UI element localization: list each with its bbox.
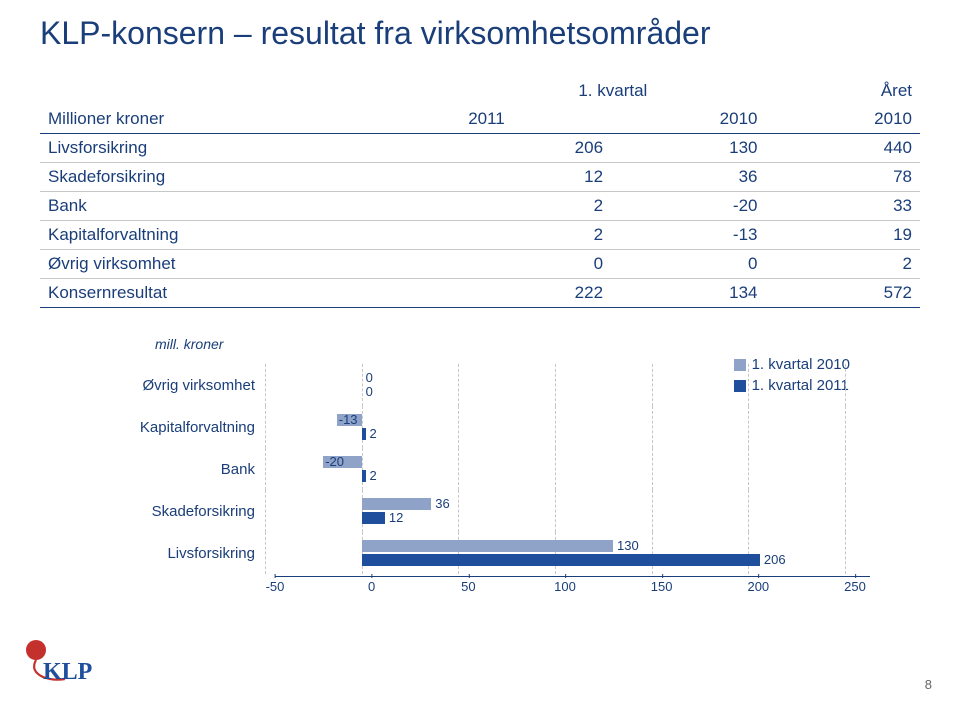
cell-2011: 0	[460, 250, 611, 279]
table-row: Kapitalforvaltning2-1319	[40, 221, 920, 250]
bar-row: Livsforsikring 130 206	[110, 532, 870, 574]
bar-row: Kapitalforvaltning -13 2	[110, 406, 870, 448]
bar-value-label: 130	[617, 540, 639, 552]
bar-segment	[362, 470, 366, 482]
table-row: Bank2-2033	[40, 192, 920, 221]
cell-aret: 33	[766, 192, 921, 221]
bar-plot: -13 2	[265, 406, 870, 448]
col-header-2010: 2010	[611, 105, 765, 134]
results-table: Millioner kroner 1. kvartal Året 2011 20…	[40, 77, 920, 308]
cell-2010: 130	[611, 134, 765, 163]
bar-value-label: 206	[764, 554, 786, 566]
bar-value-label: 12	[389, 512, 403, 524]
bar-plot: -20 2	[265, 448, 870, 490]
x-axis-tick: 200	[747, 579, 769, 594]
row-label: Skadeforsikring	[40, 163, 460, 192]
bar-segment	[362, 554, 760, 566]
bar-value-label: 0	[366, 372, 373, 384]
table-row: Livsforsikring206130440	[40, 134, 920, 163]
cell-aret: 572	[766, 279, 921, 308]
bar-category-label: Kapitalforvaltning	[110, 419, 265, 436]
col-header-rowlabel: Millioner kroner	[40, 77, 460, 134]
x-axis-tick: 250	[844, 579, 866, 594]
table-row: Konsernresultat222134572	[40, 279, 920, 308]
cell-2011: 222	[460, 279, 611, 308]
cell-2011: 2	[460, 221, 611, 250]
bar-plot: 00	[265, 364, 870, 406]
col-header-aret: Året	[766, 77, 921, 105]
bar-category-label: Skadeforsikring	[110, 503, 265, 520]
cell-aret: 440	[766, 134, 921, 163]
page-title: KLP-konsern – resultat fra virksomhetsom…	[40, 15, 920, 52]
bar-category-label: Øvrig virksomhet	[110, 377, 265, 394]
bar-plot: 36 12	[265, 490, 870, 532]
cell-2011: 12	[460, 163, 611, 192]
bar-category-label: Bank	[110, 461, 265, 478]
bar-value-label: -13	[339, 414, 358, 426]
table-row: Øvrig virksomhet002	[40, 250, 920, 279]
bar-value-label: 2	[370, 428, 377, 440]
bar-row: Bank -20 2	[110, 448, 870, 490]
klp-logo: KLP	[25, 639, 97, 692]
cell-2010: -13	[611, 221, 765, 250]
cell-2010: -20	[611, 192, 765, 221]
cell-2011: 2	[460, 192, 611, 221]
bar-segment	[362, 498, 432, 510]
row-label: Øvrig virksomhet	[40, 250, 460, 279]
x-axis-tick: 50	[461, 579, 475, 594]
bar-plot: 130 206	[265, 532, 870, 574]
x-axis-tick: 100	[554, 579, 576, 594]
cell-2010: 36	[611, 163, 765, 192]
bar-segment	[362, 540, 613, 552]
cell-aret: 19	[766, 221, 921, 250]
chart-plot-area: 1. kvartal 2010 1. kvartal 2011 Øvrig vi…	[110, 364, 870, 574]
cell-2010: 0	[611, 250, 765, 279]
bar-value-label: 2	[370, 470, 377, 482]
cell-2011: 206	[460, 134, 611, 163]
x-axis-tick: 0	[368, 579, 375, 594]
cell-aret: 2	[766, 250, 921, 279]
bar-row: Skadeforsikring 36 12	[110, 490, 870, 532]
bar-value-label: 0	[366, 386, 373, 398]
logo-text: KLP	[43, 659, 92, 685]
col-header-2011: 2011	[460, 105, 611, 134]
x-axis-tick: -50	[266, 579, 285, 594]
col-header-kvartal: 1. kvartal	[460, 77, 765, 105]
page-number: 8	[925, 677, 932, 692]
bar-segment	[362, 428, 366, 440]
cell-2010: 134	[611, 279, 765, 308]
table-row: Skadeforsikring123678	[40, 163, 920, 192]
chart-unit-label: mill. kroner	[155, 336, 870, 352]
bar-segment	[362, 512, 385, 524]
x-axis-tick: 150	[651, 579, 673, 594]
cell-aret: 78	[766, 163, 921, 192]
bar-category-label: Livsforsikring	[110, 545, 265, 562]
bar-value-label: 36	[435, 498, 449, 510]
col-header-aret-2010: 2010	[766, 105, 921, 134]
chart-section: mill. kroner 1. kvartal 2010 1. kvartal …	[110, 336, 870, 600]
row-label: Bank	[40, 192, 460, 221]
chart-x-axis: -50 0 50 100 150 200 250	[110, 576, 870, 600]
bar-row: Øvrig virksomhet00	[110, 364, 870, 406]
bar-value-label: -20	[325, 456, 344, 468]
row-label: Konsernresultat	[40, 279, 460, 308]
row-label: Livsforsikring	[40, 134, 460, 163]
row-label: Kapitalforvaltning	[40, 221, 460, 250]
